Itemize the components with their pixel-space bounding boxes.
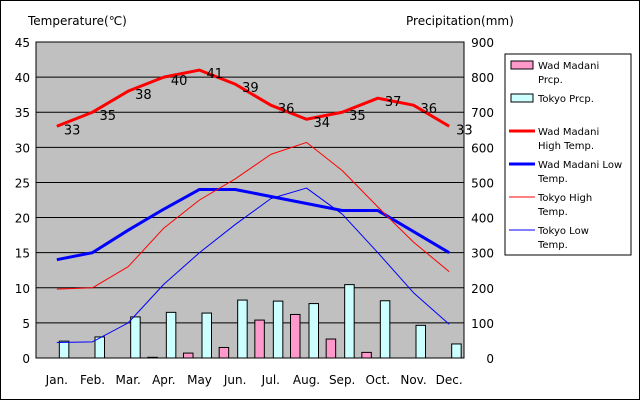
bar bbox=[183, 352, 194, 359]
legend-label: Wad Madani bbox=[538, 127, 599, 138]
x-axis-tick-label: Apr. bbox=[152, 373, 175, 387]
legend-label: Prcp. bbox=[538, 75, 563, 86]
data-label: 39 bbox=[242, 81, 259, 96]
right-axis-tick-label: 100 bbox=[471, 317, 494, 331]
legend-swatch bbox=[510, 93, 534, 103]
left-axis-tick-label: 0 bbox=[22, 352, 30, 366]
bar bbox=[379, 300, 391, 359]
data-label: 33 bbox=[456, 123, 473, 138]
legend-label: Wad Madani Low bbox=[538, 160, 622, 171]
x-axis-tick-label: Jun. bbox=[223, 373, 247, 387]
x-axis-tick-label: Sep. bbox=[329, 373, 355, 387]
right-axis-tick-label: 500 bbox=[471, 176, 494, 190]
right-axis-tick-label: 200 bbox=[471, 282, 494, 296]
data-label: 38 bbox=[135, 88, 152, 103]
left-axis-title: Temperature(℃) bbox=[27, 14, 127, 28]
right-axis-tick-label: 900 bbox=[471, 36, 494, 50]
bar bbox=[272, 300, 284, 359]
left-axis-tick-label: 5 bbox=[22, 317, 30, 331]
bar bbox=[415, 324, 426, 359]
bar bbox=[130, 316, 141, 359]
x-axis-tick-label: Jan. bbox=[45, 373, 68, 387]
x-axis-tick-label: Nov. bbox=[400, 373, 426, 387]
data-label: 41 bbox=[207, 67, 224, 82]
x-axis-tick-label: May bbox=[187, 373, 212, 387]
bar bbox=[201, 312, 212, 359]
data-label: 35 bbox=[100, 109, 117, 124]
data-label: 34 bbox=[314, 116, 331, 131]
x-axis-tick-label: Dec. bbox=[436, 373, 463, 387]
plot-area bbox=[35, 41, 465, 359]
left-axis-tick-label: 40 bbox=[15, 71, 30, 85]
bar bbox=[361, 351, 372, 359]
left-axis-tick-label: 30 bbox=[15, 141, 30, 155]
legend-box bbox=[504, 53, 632, 256]
x-axis-tick-label: Oct. bbox=[366, 373, 391, 387]
bar bbox=[451, 343, 462, 359]
bar bbox=[94, 336, 105, 359]
x-axis-tick-label: Feb. bbox=[80, 373, 105, 387]
legend-swatch bbox=[510, 60, 534, 70]
data-label: 33 bbox=[64, 123, 81, 138]
left-axis-tick-label: 45 bbox=[15, 36, 30, 50]
data-label: 40 bbox=[171, 74, 188, 89]
bar bbox=[218, 346, 230, 359]
bar bbox=[344, 284, 355, 359]
bar-series-group bbox=[58, 284, 462, 359]
series-line bbox=[56, 141, 450, 290]
x-axis-tick-label: Mar. bbox=[115, 373, 140, 387]
series-line bbox=[56, 187, 450, 344]
legend-label: Tokyo Low bbox=[537, 226, 589, 237]
left-axis-tick-label: 15 bbox=[15, 247, 30, 261]
legend-label: Wad Madani bbox=[538, 61, 599, 72]
right-axis-tick-label: 0 bbox=[486, 352, 494, 366]
right-axis-tick-label: 300 bbox=[471, 247, 494, 261]
x-axis-tick-label: Aug. bbox=[293, 373, 320, 387]
data-label: 36 bbox=[421, 102, 438, 117]
bar bbox=[325, 338, 337, 359]
legend-label: Tokyo Prcp. bbox=[537, 94, 594, 105]
left-axis-tick-label: 20 bbox=[15, 212, 30, 226]
bar bbox=[254, 319, 265, 359]
left-axis-tick-label: 25 bbox=[15, 176, 30, 190]
left-axis-tick-label: 35 bbox=[15, 106, 30, 120]
right-axis-tick-label: 400 bbox=[471, 212, 494, 226]
bar bbox=[290, 313, 301, 359]
legend: Wad Madani Prcp. Tokyo Prcp. Wad Madani High… bbox=[504, 53, 632, 256]
data-labels-group: 33 35 38 40 41 39 36 34 35 37 36 33 bbox=[64, 67, 473, 138]
right-axis-tick-label: 700 bbox=[471, 106, 494, 120]
x-axis-tick-label: Jul. bbox=[261, 373, 280, 387]
bar bbox=[165, 311, 177, 359]
right-axis-tick-label: 800 bbox=[471, 71, 494, 85]
axis-ticks-group: 0 5 10 15 20 25 30 35 40 45 0 100 200 300 400 500 600 700… bbox=[15, 36, 494, 387]
legend-label: High Temp. bbox=[538, 141, 594, 152]
data-label: 35 bbox=[349, 109, 366, 124]
bar bbox=[58, 340, 70, 359]
series-line bbox=[56, 187, 450, 262]
series-line bbox=[56, 68, 450, 128]
left-axis-tick-label: 10 bbox=[15, 282, 30, 296]
legend-label: Temp. bbox=[537, 240, 568, 251]
bar bbox=[308, 303, 319, 359]
data-label: 36 bbox=[278, 102, 295, 117]
bar bbox=[237, 299, 248, 359]
data-label: 37 bbox=[385, 95, 402, 110]
line-series-group bbox=[56, 68, 450, 344]
legend-label: Tokyo High bbox=[537, 193, 592, 204]
legend-label: Temp. bbox=[537, 174, 568, 185]
right-axis-title: Precipitation(mm) bbox=[406, 14, 514, 28]
bar bbox=[147, 356, 158, 359]
right-axis-tick-label: 600 bbox=[471, 141, 494, 155]
legend-label: Temp. bbox=[537, 207, 568, 218]
